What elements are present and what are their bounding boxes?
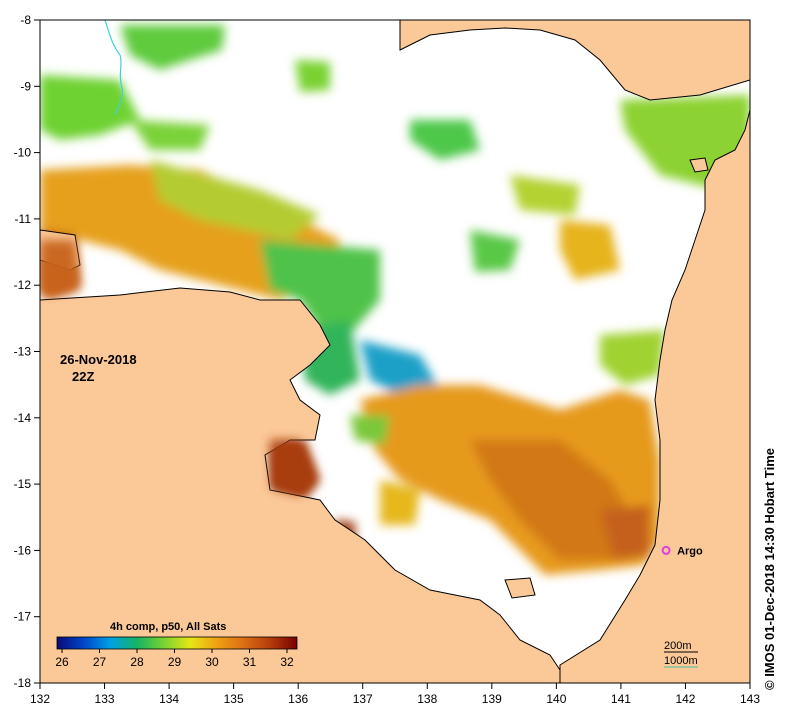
y-tick-label: -13 (14, 345, 32, 359)
y-tick-label: -17 (14, 610, 32, 624)
x-tick-label: 142 (675, 692, 695, 706)
x-tick-label: 140 (546, 692, 566, 706)
river-line (104, 20, 124, 116)
colorbar-tick-label: 29 (168, 655, 182, 669)
colorbar-tick-label: 31 (243, 655, 257, 669)
y-tick-label: -10 (14, 146, 32, 160)
x-tick-label: 134 (159, 692, 179, 706)
x-tick-label: 137 (353, 692, 373, 706)
y-axis: -8 -9 -10 -11 -12 -13 -14 -15 -16 -17 -18 (14, 13, 40, 690)
x-tick-label: 139 (482, 692, 502, 706)
x-tick-label: 135 (224, 692, 244, 706)
argo-float-marker: Argo (661, 545, 703, 557)
colorbar-tick-label: 28 (130, 655, 144, 669)
sst-data-layer (40, 25, 750, 575)
x-tick-label: 133 (95, 692, 115, 706)
colorbar-tick-label: 27 (93, 655, 107, 669)
y-tick-label: -15 (14, 477, 32, 491)
x-tick-label: 136 (288, 692, 308, 706)
y-tick-label: -11 (15, 212, 32, 226)
contour-legend: 200m 1000m (664, 640, 698, 668)
x-tick-label: 143 (740, 692, 760, 706)
y-tick-label: -14 (14, 411, 32, 425)
x-tick-label: 138 (417, 692, 437, 706)
contour-label-200m: 200m (664, 640, 692, 652)
colorbar-tick-label: 32 (280, 655, 294, 669)
contour-label-1000m: 1000m (664, 655, 698, 667)
y-tick-label: -16 (14, 543, 32, 557)
x-axis: 132 133 134 135 136 137 138 139 140 141 142 143 (30, 683, 760, 706)
date-label: 26-Nov-2018 (60, 352, 137, 367)
y-tick-label: -8 (20, 13, 31, 27)
colorbar-tick-label: 26 (55, 655, 69, 669)
time-label: 22Z (72, 369, 94, 384)
x-tick-label: 141 (611, 692, 631, 706)
colorbar: 4h comp, p50, All Sats 26 27 28 29 30 31 32 (55, 621, 298, 669)
y-tick-label: -12 (14, 278, 32, 292)
colorbar-title: 4h comp, p50, All Sats (110, 621, 226, 633)
credit-text: © IMOS 01-Dec-2018 14:30 Hobart Time (762, 448, 777, 690)
coastal-data (40, 240, 315, 495)
y-tick-label: -9 (20, 79, 31, 93)
land-layer (40, 20, 750, 683)
colorbar-tick-label: 30 (205, 655, 219, 669)
y-tick-label: -18 (14, 676, 32, 690)
colorbar-gradient (56, 636, 298, 650)
argo-label: Argo (677, 545, 703, 557)
x-tick-label: 132 (30, 692, 50, 706)
argo-icon (661, 545, 671, 555)
